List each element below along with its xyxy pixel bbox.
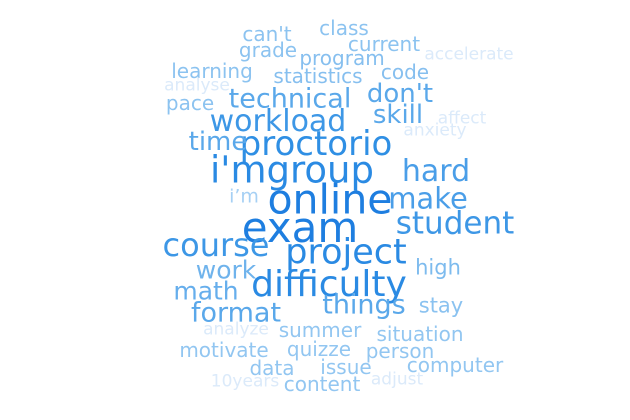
word-cloud-word: motivate [179, 338, 269, 362]
word-cloud-word: don't [366, 79, 434, 109]
word-cloud-word: code [380, 60, 430, 84]
word-cloud-word: technical [228, 83, 352, 115]
word-cloud-word: quizze [286, 337, 352, 361]
word-cloud-word: high [415, 255, 461, 280]
word-cloud-word: workload [209, 104, 347, 139]
word-cloud-word: class [319, 16, 369, 40]
word-cloud-word: issue [320, 355, 372, 379]
word-cloud-word: computer [406, 353, 504, 377]
word-cloud-word: person [365, 339, 435, 363]
word-cloud-word: student [395, 205, 515, 242]
word-cloud-word: summer [278, 318, 362, 342]
word-cloud-word: program [299, 46, 385, 70]
word-cloud-word: data [249, 356, 295, 380]
word-cloud-word: content [283, 372, 361, 396]
word-cloud-word: adjust [370, 369, 424, 390]
word-cloud-word: i'mgroup [210, 148, 374, 192]
word-cloud-word: i’m [229, 185, 259, 208]
word-cloud-word: accelerate [424, 44, 514, 65]
word-cloud-word: analyze [203, 319, 269, 340]
word-cloud-word: 10years [210, 371, 280, 392]
word-cloud-word: difficulty [251, 264, 407, 305]
word-cloud-word: work [195, 255, 257, 285]
word-cloud-word: skill [372, 100, 424, 130]
word-cloud-word: course [162, 226, 270, 264]
word-cloud-word: things [322, 289, 406, 321]
word-cloud-word: situation [376, 322, 464, 346]
word-cloud-word: current [347, 32, 421, 56]
word-cloud-word: stay [418, 293, 464, 318]
word-cloud-word: format [190, 297, 282, 329]
word-cloud-word: can't [242, 22, 292, 46]
word-cloud-word: project [285, 232, 407, 273]
word-cloud-word: hard [401, 154, 471, 189]
word-cloud-word: anxiety [403, 120, 467, 141]
word-cloud-word: statistics [273, 64, 363, 88]
word-cloud-word: pace [165, 91, 215, 115]
word-cloud-word: analyse [164, 75, 230, 96]
word-cloud-word: proctorio [239, 124, 393, 164]
word-cloud-word: affect [437, 108, 487, 129]
word-cloud-word: learning [171, 59, 253, 83]
word-cloud-word: grade [238, 38, 298, 62]
word-cloud-word: math [173, 276, 239, 306]
word-cloud-word: make [388, 181, 468, 216]
word-cloud-word: exam [241, 203, 359, 252]
word-cloud-word: time [188, 127, 248, 157]
word-cloud-word: online [267, 175, 393, 224]
